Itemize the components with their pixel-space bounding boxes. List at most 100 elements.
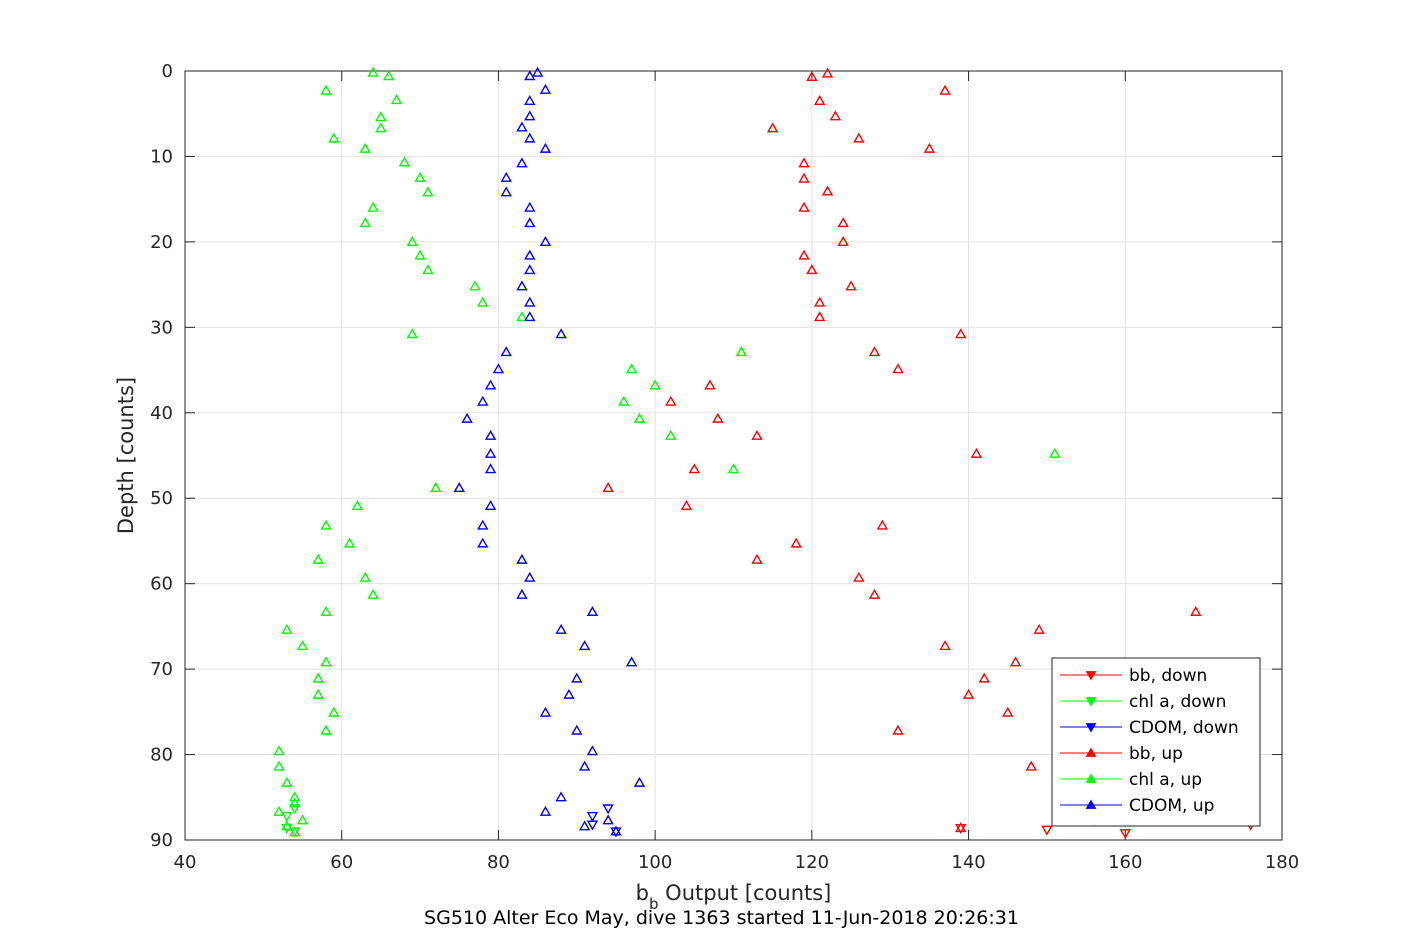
- data-point: [281, 823, 293, 834]
- y-tick-label: 10: [150, 146, 173, 167]
- data-point: [813, 94, 826, 105]
- data-point: [727, 463, 740, 474]
- data-point: [735, 346, 748, 357]
- data-point: [524, 132, 536, 143]
- chart-title: SG510 Alter Eco May, dive 1363 started 1…: [424, 907, 1019, 929]
- data-point: [853, 571, 865, 582]
- data-point: [288, 804, 301, 815]
- data-point: [618, 395, 630, 406]
- data-point: [1025, 760, 1037, 771]
- data-point: [273, 760, 285, 771]
- data-point: [798, 201, 810, 212]
- y-tick-label: 80: [150, 745, 173, 766]
- data-point: [281, 623, 293, 634]
- data-point: [602, 814, 614, 825]
- data-point: [516, 157, 528, 168]
- legend-entry-label: bb, down: [1129, 666, 1207, 686]
- data-point: [806, 264, 818, 275]
- data-point: [484, 447, 497, 458]
- data-point: [829, 110, 842, 121]
- data-point: [892, 724, 904, 735]
- y-tick-label: 50: [150, 488, 173, 509]
- legend-marker: [1085, 773, 1097, 783]
- y-tick-label: 90: [150, 830, 173, 851]
- data-point: [524, 571, 536, 582]
- axes-frame: [184, 70, 1283, 841]
- data-point: [790, 537, 802, 548]
- data-point: [798, 172, 810, 183]
- data-point: [837, 235, 849, 246]
- data-point: [853, 132, 865, 143]
- x-tick-label: 80: [487, 852, 510, 873]
- data-point: [296, 640, 309, 651]
- data-point: [516, 588, 528, 599]
- data-point: [955, 822, 967, 833]
- x-axis-ticks: 40 60 80 100 120 140 160 180: [174, 71, 1299, 873]
- data-point: [712, 412, 724, 423]
- data-point: [578, 820, 591, 831]
- data-point: [539, 235, 552, 246]
- data-point: [1033, 623, 1045, 634]
- data-point: [1190, 605, 1202, 616]
- x-tick-label: 100: [638, 852, 672, 873]
- data-point: [414, 171, 426, 182]
- data-point: [492, 363, 505, 374]
- data-point: [813, 311, 826, 322]
- data-point: [524, 70, 536, 81]
- data-point: [398, 156, 411, 167]
- data-point: [320, 605, 332, 616]
- data-point: [469, 280, 481, 291]
- data-point: [430, 482, 442, 493]
- data-point: [524, 94, 536, 105]
- data-point: [751, 553, 763, 564]
- data-point: [531, 66, 544, 77]
- series-cdom-up: [453, 66, 646, 836]
- data-point: [359, 217, 371, 228]
- x-tick-label: 140: [951, 852, 985, 873]
- data-point: [892, 363, 904, 374]
- data-point: [962, 688, 975, 699]
- data-point: [296, 814, 309, 825]
- data-point: [516, 280, 528, 291]
- data-point: [524, 249, 536, 260]
- data-point: [351, 500, 364, 510]
- data-point: [500, 171, 512, 182]
- data-point: [320, 84, 332, 95]
- data-point: [328, 132, 340, 143]
- data-point: [602, 482, 614, 493]
- data-point: [798, 157, 810, 168]
- data-point: [524, 311, 536, 322]
- data-point: [539, 805, 552, 816]
- y-tick-label: 0: [162, 61, 173, 82]
- data-point: [477, 395, 489, 406]
- data-point: [578, 760, 591, 771]
- y-tick-label: 20: [150, 232, 173, 253]
- data-point: [939, 84, 951, 95]
- data-point: [484, 429, 497, 440]
- data-point: [876, 519, 889, 530]
- data-point: [539, 142, 552, 153]
- series-chl-a-up: [273, 66, 1061, 837]
- data-point: [484, 379, 497, 390]
- data-point: [665, 429, 677, 440]
- data-point: [288, 791, 301, 802]
- data-point: [524, 217, 536, 228]
- y-axis-ticks: 0 10 20 30 40 50 60 70 80 90: [150, 61, 1282, 851]
- data-point: [273, 745, 285, 756]
- data-point: [539, 706, 552, 717]
- data-point: [970, 447, 983, 458]
- data-point: [633, 412, 646, 423]
- data-point: [939, 640, 951, 651]
- x-axis-label-rest: Output [counts]: [659, 881, 832, 905]
- data-point: [1049, 447, 1061, 458]
- data-point: [281, 820, 293, 831]
- data-point: [813, 296, 826, 307]
- data-point: [359, 571, 371, 582]
- x-tick-label: 120: [795, 852, 829, 873]
- data-point: [1041, 825, 1053, 836]
- data-point: [281, 812, 293, 822]
- x-axis-label: bb Output [counts]: [636, 881, 832, 913]
- x-tick-label: 160: [1108, 852, 1142, 873]
- data-point: [868, 588, 881, 599]
- data-point: [312, 688, 324, 699]
